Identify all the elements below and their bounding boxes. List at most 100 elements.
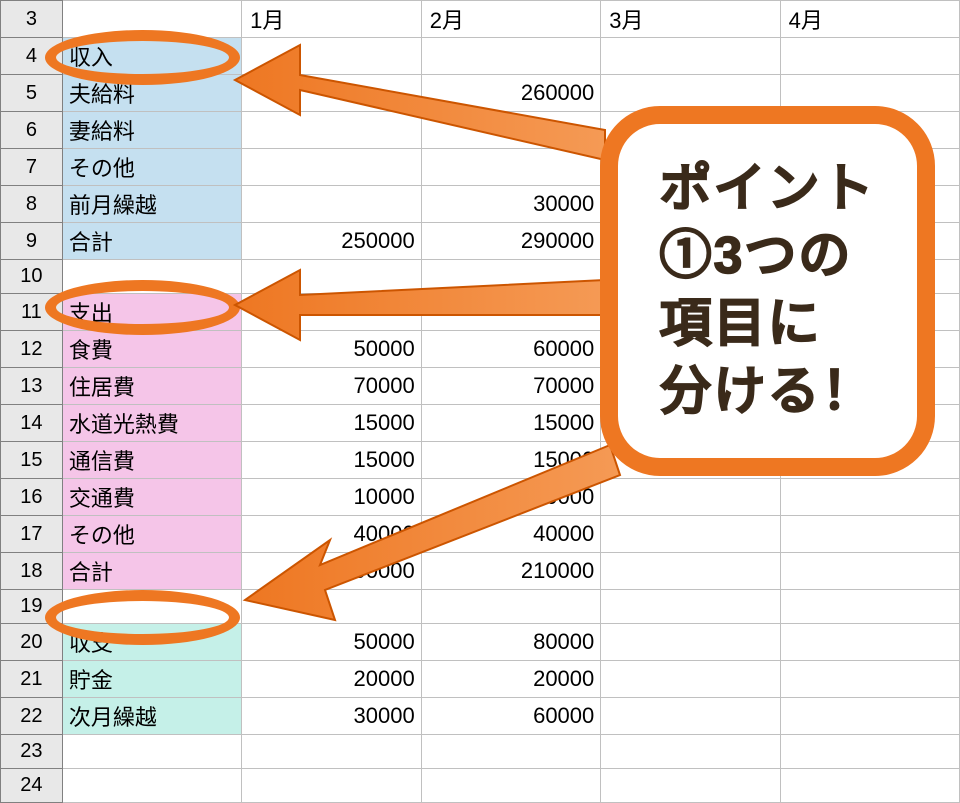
annotation-oval-expense <box>45 280 240 335</box>
cell[interactable] <box>780 479 959 516</box>
cell[interactable]: 200000 <box>242 553 422 590</box>
row-number: 16 <box>1 479 63 516</box>
cell[interactable] <box>780 735 959 769</box>
row-number: 10 <box>1 260 63 294</box>
cell[interactable] <box>780 769 959 803</box>
cell[interactable] <box>780 553 959 590</box>
cell[interactable] <box>780 624 959 661</box>
callout-line: ポイント <box>659 160 875 218</box>
month-header[interactable]: 3月 <box>601 1 780 38</box>
cell[interactable]: 70000 <box>242 368 422 405</box>
row-number: 15 <box>1 442 63 479</box>
cell[interactable] <box>242 735 422 769</box>
cell[interactable] <box>62 735 241 769</box>
cell[interactable]: 60000 <box>421 698 601 735</box>
row-label[interactable]: 前月繰越 <box>62 186 241 223</box>
cell[interactable] <box>601 516 780 553</box>
callout-text: ポイント ①3つの 項目に 分ける！ <box>659 156 875 426</box>
cell[interactable] <box>421 112 601 149</box>
cell[interactable] <box>601 479 780 516</box>
month-header[interactable]: 2月 <box>421 1 601 38</box>
cell[interactable] <box>780 516 959 553</box>
cell[interactable] <box>421 38 601 75</box>
cell[interactable] <box>601 624 780 661</box>
row-number: 17 <box>1 516 63 553</box>
annotation-oval-balance <box>45 590 240 645</box>
cell[interactable] <box>421 590 601 624</box>
cell[interactable]: 10000 <box>421 479 601 516</box>
cell[interactable] <box>780 38 959 75</box>
callout-line: ①3つの <box>659 227 852 285</box>
cell[interactable] <box>242 112 422 149</box>
cell[interactable] <box>421 294 601 331</box>
cell[interactable]: 15000 <box>242 442 422 479</box>
callout-line: 項目に <box>659 295 821 353</box>
month-header[interactable]: 1月 <box>242 1 422 38</box>
cell[interactable]: 15000 <box>242 405 422 442</box>
cell[interactable]: 50000 <box>242 624 422 661</box>
cell[interactable]: 40000 <box>421 516 601 553</box>
cell[interactable]: 10000 <box>242 479 422 516</box>
cell[interactable]: 30000 <box>421 186 601 223</box>
month-header[interactable]: 4月 <box>780 1 959 38</box>
cell[interactable] <box>601 590 780 624</box>
row-label[interactable]: 次月繰越 <box>62 698 241 735</box>
cell[interactable] <box>601 661 780 698</box>
cell[interactable] <box>780 590 959 624</box>
cell[interactable] <box>242 260 422 294</box>
cell[interactable]: 250000 <box>242 223 422 260</box>
cell[interactable]: 290000 <box>421 223 601 260</box>
cell[interactable] <box>601 698 780 735</box>
cell[interactable]: 15000 <box>421 405 601 442</box>
cell[interactable]: 80000 <box>421 624 601 661</box>
cell[interactable]: 60000 <box>421 331 601 368</box>
cell[interactable]: 20000 <box>421 661 601 698</box>
row-label[interactable]: 合計 <box>62 553 241 590</box>
cell[interactable]: 30000 <box>242 698 422 735</box>
cell[interactable] <box>421 149 601 186</box>
cell[interactable] <box>780 698 959 735</box>
row-label[interactable]: 食費 <box>62 331 241 368</box>
row-number: 14 <box>1 405 63 442</box>
cell[interactable] <box>242 769 422 803</box>
row-label[interactable]: 住居費 <box>62 368 241 405</box>
cell[interactable]: 70000 <box>421 368 601 405</box>
cell[interactable] <box>601 769 780 803</box>
cell[interactable] <box>242 590 422 624</box>
row-label[interactable]: 通信費 <box>62 442 241 479</box>
cell[interactable]: 40000 <box>242 516 422 553</box>
cell[interactable] <box>601 38 780 75</box>
row-number: 12 <box>1 331 63 368</box>
cell[interactable] <box>242 294 422 331</box>
cell[interactable] <box>242 38 422 75</box>
callout-line: 分ける！ <box>659 363 875 421</box>
cell[interactable]: 50000 <box>242 331 422 368</box>
cell[interactable] <box>601 735 780 769</box>
row-label[interactable]: 水道光熱費 <box>62 405 241 442</box>
row-number: 21 <box>1 661 63 698</box>
cell[interactable]: 20000 <box>242 661 422 698</box>
cell[interactable] <box>780 661 959 698</box>
cell[interactable] <box>421 260 601 294</box>
row-label[interactable]: その他 <box>62 516 241 553</box>
row-number: 23 <box>1 735 63 769</box>
row-number: 5 <box>1 75 63 112</box>
row-number: 18 <box>1 553 63 590</box>
cell[interactable] <box>421 769 601 803</box>
row-label[interactable]: 合計 <box>62 223 241 260</box>
cell[interactable]: 15000 <box>421 442 601 479</box>
cell[interactable] <box>421 735 601 769</box>
row-number: 9 <box>1 223 63 260</box>
cell[interactable] <box>242 186 422 223</box>
cell[interactable] <box>242 75 422 112</box>
row-number: 22 <box>1 698 63 735</box>
cell[interactable] <box>601 553 780 590</box>
row-label[interactable]: 貯金 <box>62 661 241 698</box>
row-label[interactable]: 妻給料 <box>62 112 241 149</box>
cell[interactable]: 260000 <box>421 75 601 112</box>
cell[interactable] <box>242 149 422 186</box>
cell[interactable] <box>62 769 241 803</box>
row-label[interactable]: 交通費 <box>62 479 241 516</box>
cell[interactable]: 210000 <box>421 553 601 590</box>
row-label[interactable]: その他 <box>62 149 241 186</box>
